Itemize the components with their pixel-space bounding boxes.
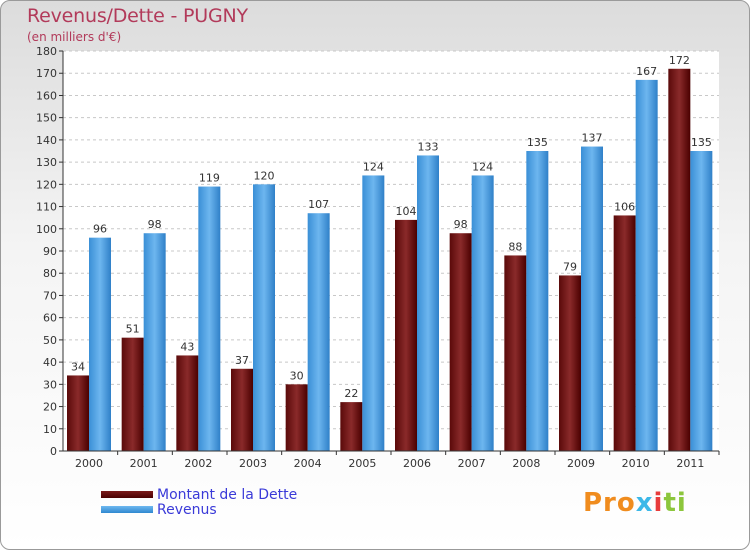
data-label-dette: 88 — [508, 240, 522, 253]
data-label-revenus: 107 — [308, 198, 329, 211]
bar-dette — [176, 355, 199, 451]
y-tick-label: 70 — [43, 289, 57, 302]
bar-dette — [231, 368, 253, 451]
bar-dette — [285, 384, 308, 451]
bar-dette — [340, 402, 363, 451]
x-tick-label: 2000 — [75, 457, 103, 470]
data-label-dette: 30 — [290, 369, 304, 382]
bar-dette — [613, 215, 636, 451]
y-tick-label: 170 — [36, 67, 57, 80]
legend-swatch-revenus — [101, 506, 153, 513]
proxiti-logo: Proxiti — [583, 488, 687, 518]
y-tick-label: 80 — [43, 267, 57, 280]
y-tick-label: 160 — [36, 89, 57, 102]
bar-revenus — [143, 233, 166, 451]
bar-dette — [504, 255, 527, 451]
x-tick-label: 2011 — [676, 457, 704, 470]
legend-item-revenus: Revenus — [101, 501, 297, 518]
bar-dette — [668, 68, 691, 452]
data-label-dette: 43 — [180, 340, 194, 353]
bar-revenus — [471, 175, 494, 451]
x-tick-label: 2007 — [458, 457, 486, 470]
bar-dette — [121, 337, 144, 451]
y-tick-label: 110 — [36, 201, 57, 214]
x-tick-label: 2001 — [130, 457, 158, 470]
data-label-dette: 172 — [669, 54, 690, 67]
data-label-revenus: 98 — [148, 218, 162, 231]
bar-revenus — [253, 184, 275, 452]
data-label-revenus: 124 — [363, 160, 384, 173]
x-tick-label: 2003 — [239, 457, 267, 470]
bar-revenus — [362, 175, 385, 451]
data-label-revenus: 133 — [418, 140, 439, 153]
bar-revenus — [198, 186, 221, 452]
data-label-revenus: 119 — [199, 172, 220, 185]
data-label-dette: 79 — [563, 260, 577, 273]
bar-revenus — [89, 237, 111, 451]
x-tick-label: 2010 — [622, 457, 650, 470]
data-label-revenus: 135 — [691, 136, 712, 149]
bar-revenus — [526, 151, 549, 451]
y-tick-label: 50 — [43, 334, 57, 347]
y-tick-label: 180 — [36, 45, 57, 58]
data-label-dette: 106 — [614, 200, 635, 213]
chart-title: Revenus/Dette - PUGNY — [27, 5, 248, 27]
y-tick-label: 120 — [36, 178, 57, 191]
data-label-revenus: 124 — [472, 160, 493, 173]
bar-revenus — [581, 146, 603, 452]
y-tick-label: 90 — [43, 245, 57, 258]
data-label-dette: 37 — [235, 354, 249, 367]
chart-subtitle: (en milliers d'€) — [27, 30, 122, 44]
bar-revenus — [635, 79, 658, 451]
x-tick-label: 2005 — [348, 457, 376, 470]
y-tick-label: 100 — [36, 223, 57, 236]
data-label-revenus: 96 — [93, 223, 107, 236]
data-label-dette: 98 — [454, 218, 468, 231]
bar-revenus — [417, 155, 439, 451]
y-tick-label: 60 — [43, 312, 57, 325]
data-label-revenus: 120 — [254, 169, 275, 182]
legend-label-dette: Montant de la Dette — [157, 486, 298, 503]
data-label-revenus: 137 — [582, 132, 603, 145]
y-tick-label: 40 — [43, 356, 57, 369]
legend-item-dette: Montant de la Dette — [101, 486, 298, 503]
y-tick-label: 20 — [43, 401, 57, 414]
data-label-dette: 22 — [344, 387, 358, 400]
data-label-dette: 51 — [126, 323, 140, 336]
x-tick-label: 2009 — [567, 457, 595, 470]
bar-dette — [67, 375, 89, 451]
y-tick-label: 140 — [36, 134, 57, 147]
data-label-dette: 104 — [396, 205, 417, 218]
data-label-revenus: 135 — [527, 136, 548, 149]
data-label-dette: 34 — [71, 360, 85, 373]
bar-revenus — [307, 213, 330, 451]
bar-dette — [395, 219, 417, 451]
chart-legend: Montant de la Dette Revenus — [101, 486, 298, 518]
legend-swatch-dette — [101, 491, 153, 498]
bar-dette — [559, 275, 581, 451]
x-tick-label: 2004 — [294, 457, 322, 470]
y-tick-label: 30 — [43, 378, 57, 391]
y-tick-label: 150 — [36, 112, 57, 125]
bar-dette — [449, 233, 472, 451]
x-tick-label: 2002 — [184, 457, 212, 470]
y-tick-label: 0 — [50, 445, 57, 458]
y-tick-label: 130 — [36, 156, 57, 169]
legend-label-revenus: Revenus — [157, 501, 217, 518]
bar-revenus — [690, 151, 713, 451]
y-tick-label: 10 — [43, 423, 57, 436]
data-label-revenus: 167 — [636, 65, 657, 78]
x-tick-label: 2006 — [403, 457, 431, 470]
x-tick-label: 2008 — [512, 457, 540, 470]
